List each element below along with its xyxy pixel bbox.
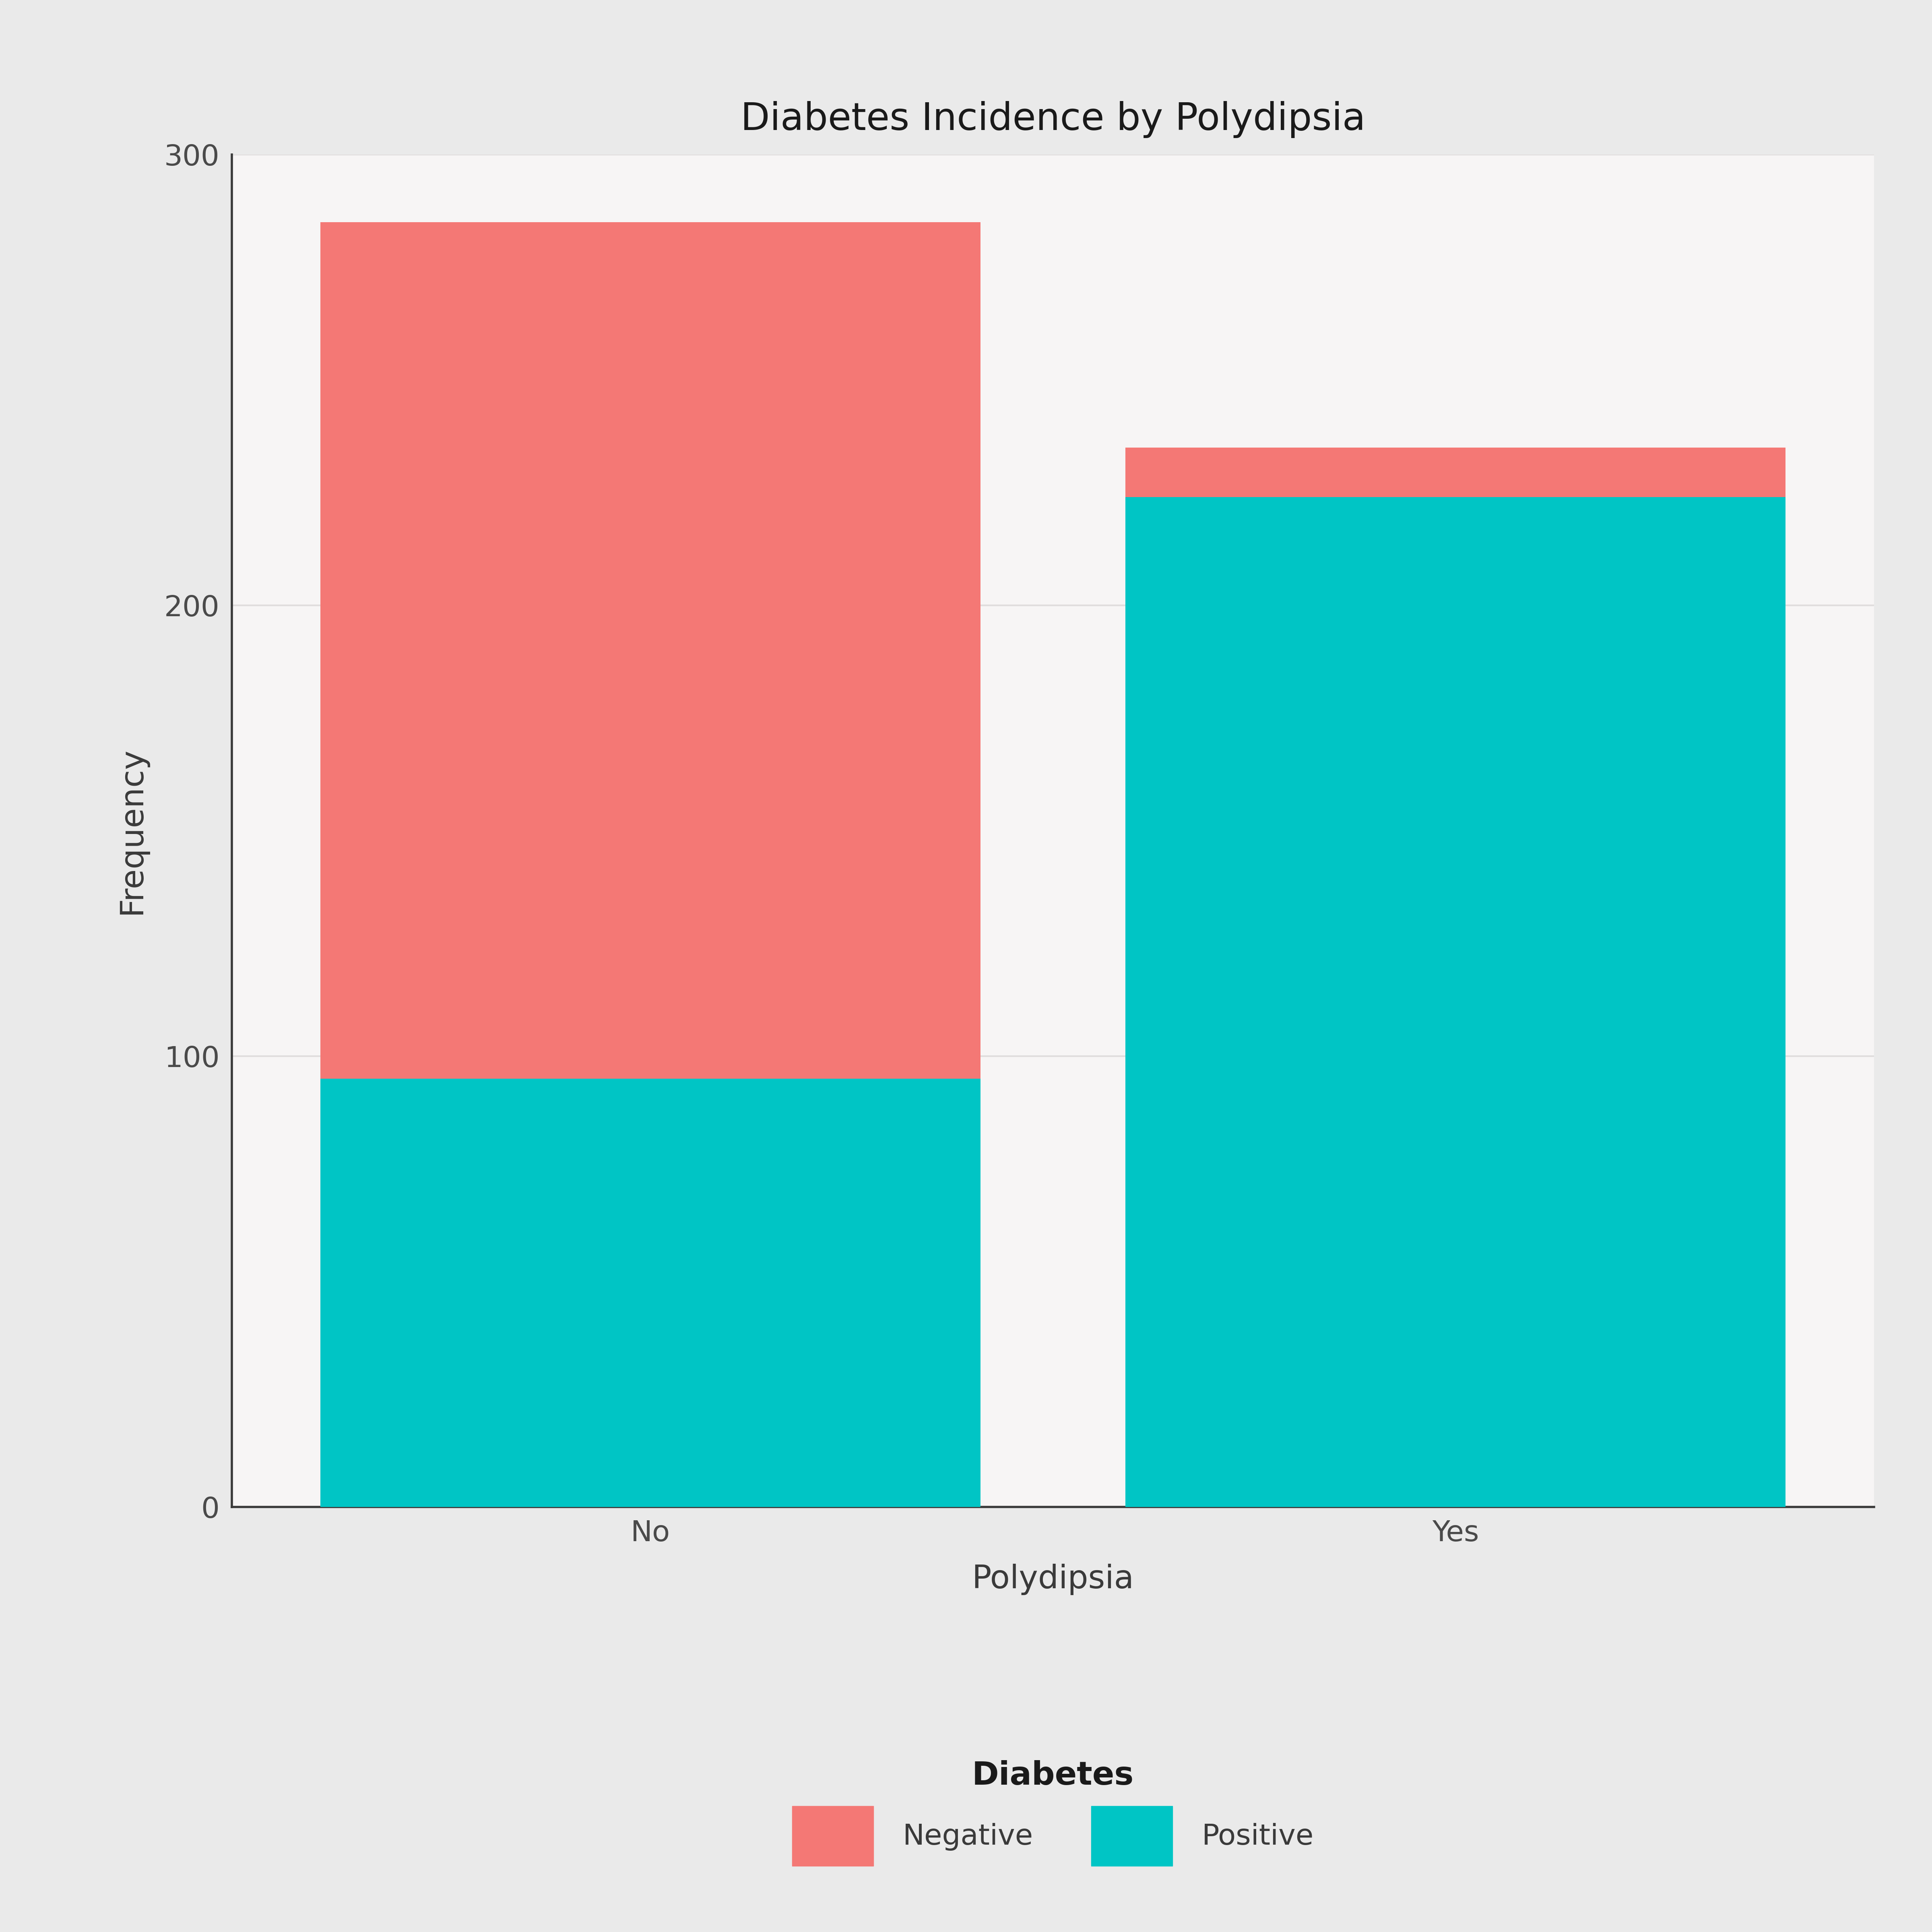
Y-axis label: Frequency: Frequency (116, 748, 147, 914)
Legend: Negative, Positive: Negative, Positive (763, 1731, 1343, 1895)
Bar (321, 1078, 981, 1507)
Bar (1124, 448, 1785, 497)
Bar (321, 222, 981, 1078)
Title: Diabetes Incidence by Polydipsia: Diabetes Incidence by Polydipsia (740, 100, 1366, 137)
Bar (1124, 497, 1785, 1507)
X-axis label: Polydipsia: Polydipsia (972, 1563, 1134, 1596)
